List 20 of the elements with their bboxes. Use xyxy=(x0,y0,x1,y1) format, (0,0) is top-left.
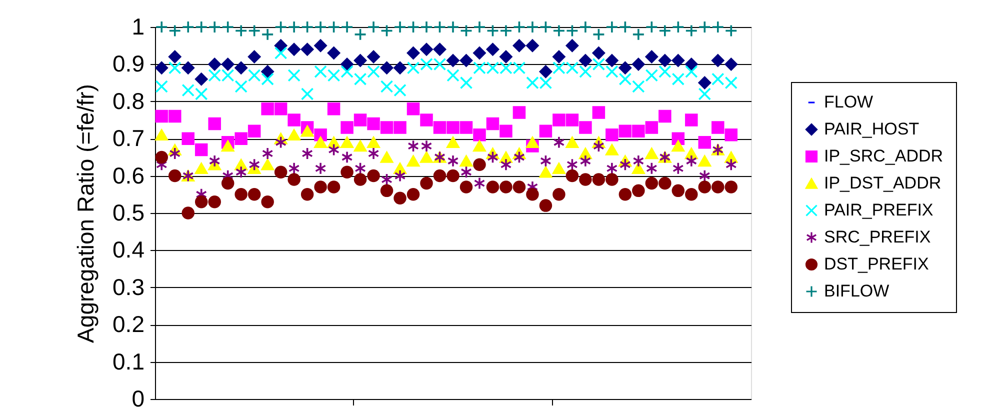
y-tick-label: 0.7 xyxy=(112,125,144,152)
legend-label: IP_DST_ADDR xyxy=(824,174,942,192)
y-tick-label: 0.6 xyxy=(112,162,144,188)
legend-label: BIFLOW xyxy=(824,282,890,300)
y-tick-label: 0.8 xyxy=(112,88,144,114)
legend-label: FLOW xyxy=(824,92,874,112)
y-tick-label: 0.3 xyxy=(112,274,144,300)
legend-label: PAIR_HOST xyxy=(824,120,920,138)
y-tick-label: 0.5 xyxy=(112,200,144,226)
legend-label: IP_SRC_ADDR xyxy=(824,146,944,166)
y-tick-label: 0.9 xyxy=(112,50,144,77)
y-tick-label: 0.4 xyxy=(112,236,145,263)
legend-label: PAIR_PREFIX xyxy=(824,200,934,220)
y-tick-label: 1 xyxy=(132,14,144,40)
legend-label: SRC_PREFIX xyxy=(824,228,931,246)
y-axis-title: Aggregation Ratio (=fe/fr) xyxy=(72,84,99,343)
legend-label: DST_PREFIX xyxy=(824,254,929,274)
y-tick-label: 0.1 xyxy=(112,348,144,374)
y-tick-label: 0 xyxy=(132,386,144,412)
y-tick-label: 0.2 xyxy=(112,311,144,338)
